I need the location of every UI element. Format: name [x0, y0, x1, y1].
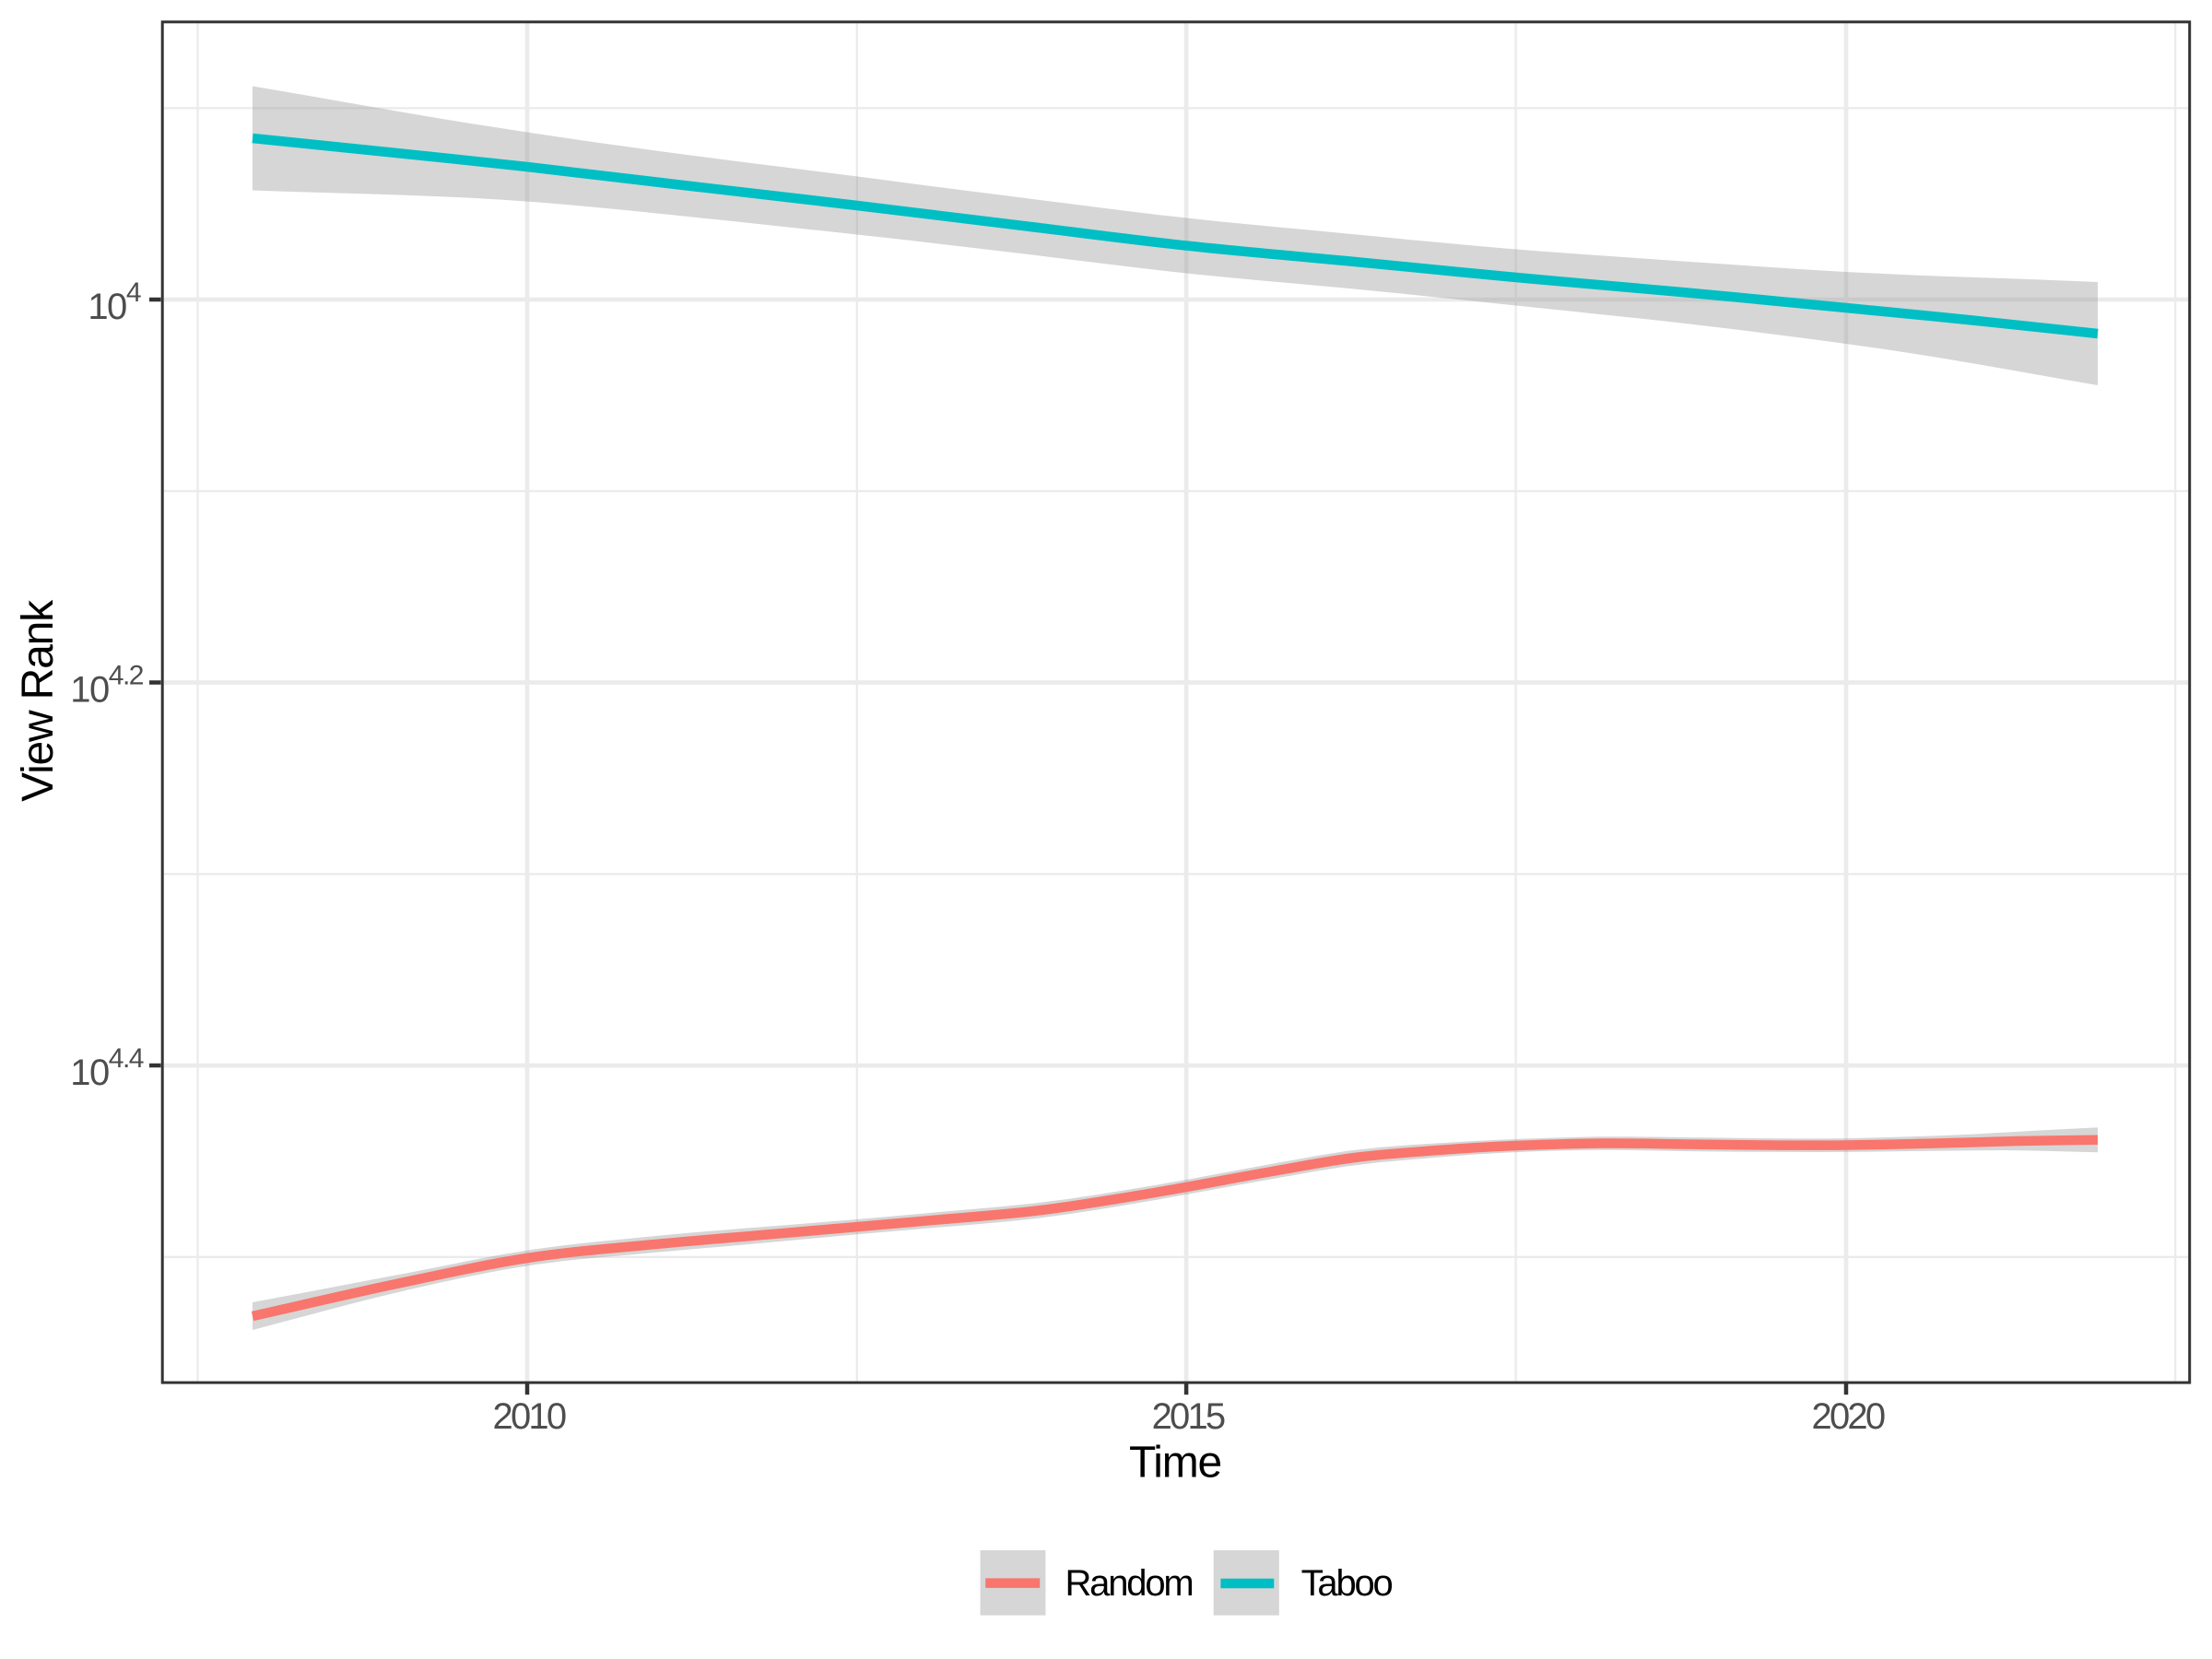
svg-text:2015: 2015: [1152, 1396, 1225, 1437]
svg-text:2020: 2020: [1812, 1396, 1885, 1437]
svg-text:104: 104: [88, 277, 141, 327]
svg-text:Taboo: Taboo: [1301, 1563, 1393, 1604]
svg-text:2010: 2010: [493, 1396, 566, 1437]
svg-text:Time: Time: [1129, 1439, 1221, 1488]
svg-text:View Rank: View Rank: [14, 599, 63, 802]
svg-text:Random: Random: [1065, 1563, 1193, 1604]
svg-text:104.2: 104.2: [70, 661, 144, 711]
svg-text:104.4: 104.4: [70, 1043, 144, 1093]
